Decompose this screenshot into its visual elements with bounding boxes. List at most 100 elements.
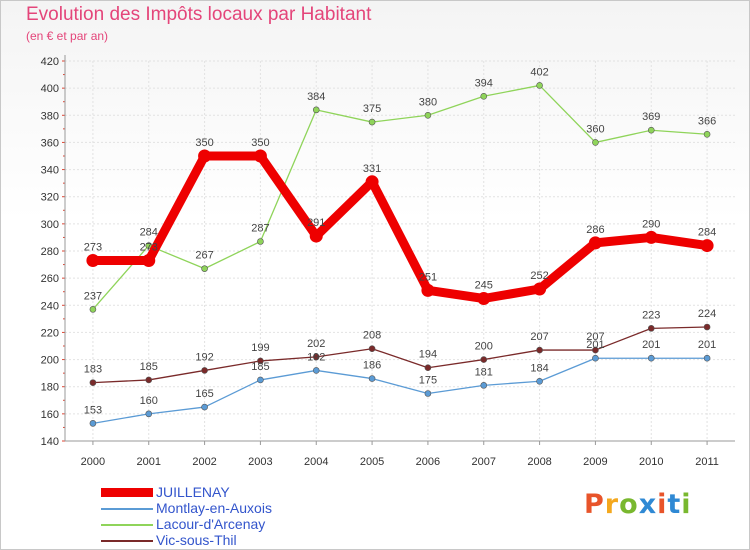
data-point [201,367,208,374]
series-line [92,357,708,425]
data-point [647,354,655,362]
data-label: 165 [195,388,213,400]
x-tick-label: 2009 [583,456,607,468]
x-tick-label: 2006 [416,456,440,468]
legend-swatch-montlay [101,508,153,510]
x-tick-label: 2007 [472,456,496,468]
logo-letter: r [604,489,620,520]
legend-label: Lacour-d'Arcenay [156,516,266,532]
proxiti-logo: Proxiti [584,489,692,520]
data-point [536,346,543,354]
data-point [145,410,153,418]
data-point [424,111,432,119]
data-label: 252 [530,270,548,282]
data-point [533,282,547,296]
data-label: 237 [84,290,102,302]
data-point [257,238,264,245]
y-tick-label: 200 [41,355,59,367]
data-point [647,325,655,332]
data-point [365,175,379,189]
data-point [703,323,711,331]
data-point [89,420,97,427]
data-point [257,357,264,365]
data-label: 199 [251,342,269,354]
data-label: 366 [698,115,716,127]
data-label: 273 [84,242,102,254]
legend-swatch-lacour [101,524,153,526]
data-label: 286 [586,224,604,236]
data-label: 369 [642,111,660,123]
legend-label: Montlay-en-Auxois [156,500,272,516]
data-point [309,229,323,243]
data-label: 186 [363,360,381,372]
y-tick-label: 380 [41,110,59,122]
y-tick-label: 300 [41,219,59,231]
data-point [312,367,320,374]
data-point [201,403,208,411]
data-label: 350 [251,137,269,149]
data-point [592,139,599,146]
data-point [421,283,435,297]
data-label: 384 [307,91,325,103]
data-point [86,254,100,267]
data-label: 175 [419,375,437,387]
data-label: 402 [530,66,548,78]
data-point [536,82,543,89]
logo-letter: x [638,489,658,520]
data-point [700,239,714,253]
data-point [257,376,264,384]
logo-letter: i [657,489,668,520]
x-tick-label: 2004 [304,456,328,468]
data-label: 284 [698,227,716,239]
data-label: 201 [586,339,604,351]
data-label: 223 [642,309,660,321]
x-tick-label: 2001 [137,456,161,468]
data-label: 153 [84,404,102,416]
logo-letter: o [619,489,639,520]
chart-subtitle: (en € et par an) [26,29,109,43]
x-tick-label: 2011 [695,456,719,468]
data-point [480,382,488,389]
data-label: 192 [307,351,325,363]
y-tick-label: 400 [41,83,59,95]
data-label: 200 [475,341,493,353]
data-point [588,236,602,250]
data-label: 207 [530,331,548,343]
data-point [644,230,658,244]
data-label: 331 [363,163,381,175]
data-label: 245 [475,280,493,292]
data-point [480,92,488,100]
y-tick-label: 320 [41,192,59,204]
data-label: 207 [586,331,604,343]
data-point [368,345,376,353]
data-label: 194 [419,349,437,361]
data-label: 394 [475,77,493,89]
data-point [89,379,97,386]
y-tick-label: 140 [41,436,59,448]
data-point [703,130,711,138]
y-tick-label: 220 [41,327,59,339]
data-point [368,375,376,382]
data-point [477,292,491,305]
y-tick-label: 360 [41,137,59,149]
data-point [253,149,267,163]
x-tick-label: 2002 [192,456,216,468]
series-line [88,151,712,303]
series-line [92,326,708,384]
data-point [424,390,432,397]
data-label: 251 [419,271,437,283]
data-point [145,376,153,384]
data-label: 224 [698,308,716,320]
data-label: 184 [530,362,548,374]
y-tick-label: 240 [41,300,59,312]
y-tick-label: 340 [41,165,59,177]
data-label: 291 [307,217,325,229]
data-label: 290 [642,218,660,230]
y-tick-label: 180 [41,382,59,394]
data-label: 183 [84,364,102,376]
data-point [424,364,432,372]
legend-label: JUILLENAY [156,484,230,500]
y-tick-label: 260 [41,273,59,285]
